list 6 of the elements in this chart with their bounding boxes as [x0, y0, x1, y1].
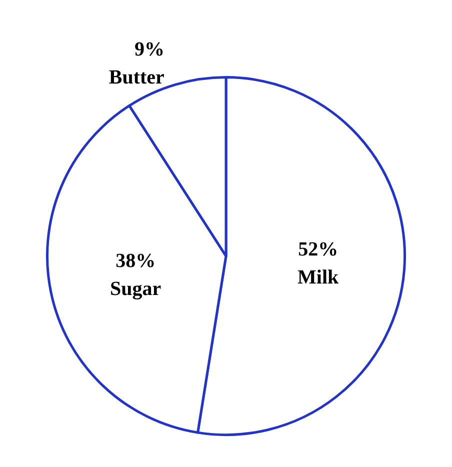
slice-label: Sugar	[110, 278, 162, 300]
data-label: 9%	[134, 38, 164, 60]
slice-label: Butter	[108, 66, 165, 88]
slice-label: Milk	[298, 266, 340, 288]
data-label: 38%	[116, 250, 156, 272]
data-label: 52%	[298, 238, 338, 260]
